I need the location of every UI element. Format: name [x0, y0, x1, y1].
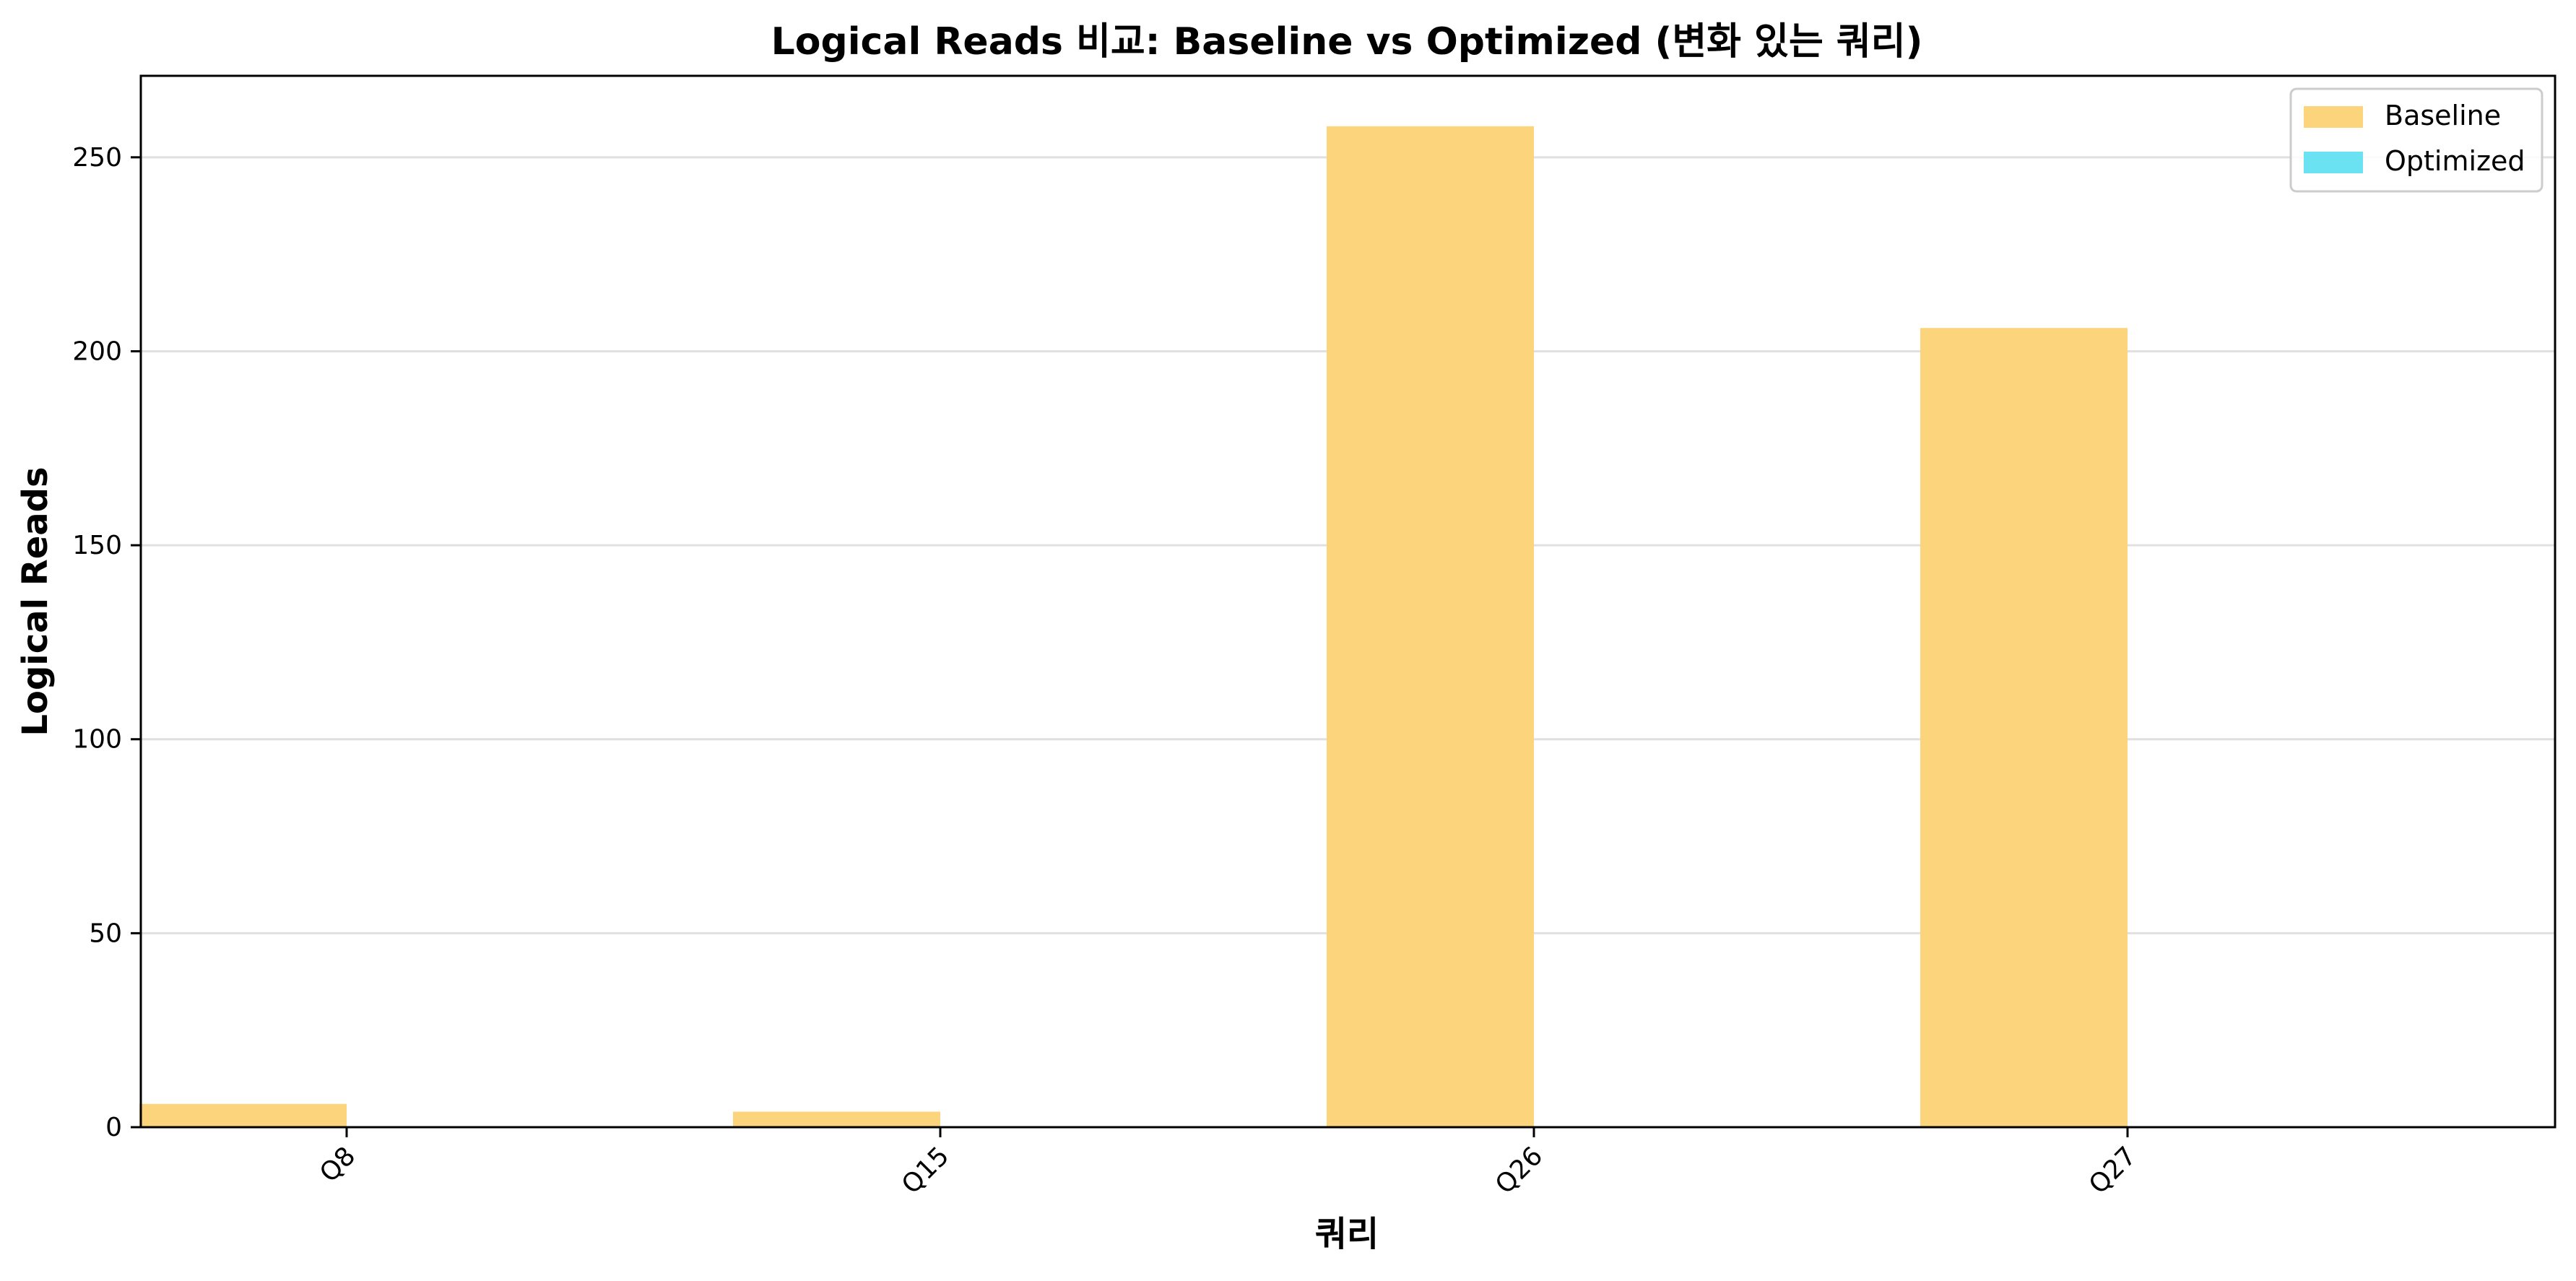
y-axis: 0 50 100 150 200 250 — [72, 143, 141, 1142]
x-tick-label: Q27 — [2083, 1141, 2142, 1199]
legend: Baseline Optimized — [2289, 87, 2544, 193]
x-tick-label: Q26 — [1490, 1141, 1548, 1199]
bars — [139, 126, 2128, 1128]
legend-label-baseline: Baseline — [2385, 100, 2501, 131]
bar-baseline-q8 — [139, 1103, 347, 1127]
legend-swatch-optimized — [2304, 152, 2363, 173]
y-tick-label: 200 — [72, 336, 122, 366]
legend-swatch-baseline — [2304, 106, 2363, 128]
bar-baseline-q15 — [733, 1111, 940, 1127]
chart-title: Logical Reads 비교: Baseline vs Optimized … — [771, 20, 1923, 64]
y-tick-label: 150 — [72, 531, 122, 560]
y-tick-label: 0 — [105, 1113, 122, 1142]
x-tick-label: Q15 — [896, 1141, 955, 1199]
y-tick-label: 250 — [72, 143, 122, 173]
bar-baseline-q27 — [1920, 328, 2128, 1127]
y-tick-label: 100 — [72, 725, 122, 755]
y-axis-label: Logical Reads — [15, 466, 56, 736]
legend-label-optimized: Optimized — [2385, 145, 2525, 177]
x-tick-label: Q8 — [314, 1141, 361, 1188]
x-axis: Q8 Q15 Q26 Q27 — [314, 1127, 2142, 1200]
y-tick-label: 50 — [89, 919, 122, 948]
bar-baseline-q26 — [1327, 126, 1534, 1128]
x-axis-label: 쿼리 — [1315, 1214, 1379, 1254]
plot-frame — [139, 74, 2557, 1129]
